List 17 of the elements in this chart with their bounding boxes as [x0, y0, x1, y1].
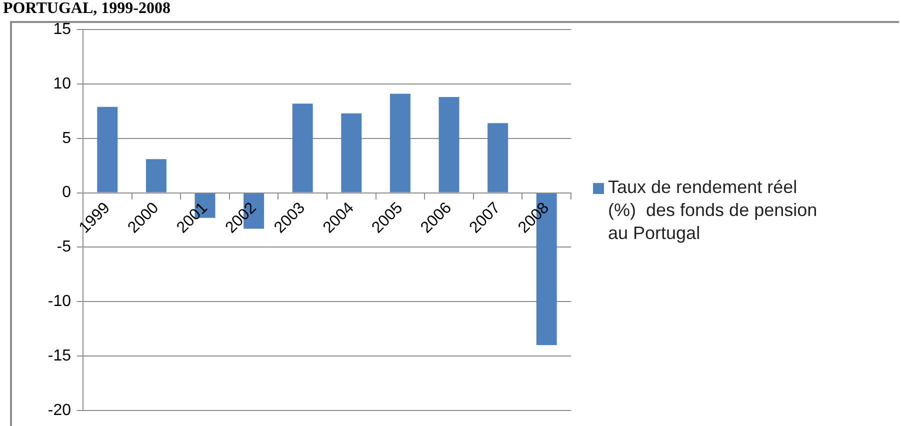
y-tick-label: -20 [48, 402, 72, 419]
bar [97, 106, 118, 192]
bar [438, 97, 460, 192]
legend-label: Taux de rendement réel (%) des fonds de pension au Portugal [608, 176, 818, 245]
y-tick-label: -5 [56, 238, 72, 256]
y-tick-label: 5 [62, 130, 72, 147]
bar [390, 94, 410, 192]
y-tick-label: 15 [53, 21, 72, 38]
bar [341, 113, 362, 192]
bar [292, 104, 313, 192]
bar [146, 159, 166, 192]
chart-title: PORTUGAL, 1999-2008 [3, 0, 170, 18]
y-tick-label: -10 [48, 293, 72, 310]
y-tick-label: -15 [48, 347, 72, 364]
y-tick-label: 0 [62, 184, 72, 202]
bar [488, 123, 508, 192]
y-tick-label: 10 [53, 75, 72, 92]
